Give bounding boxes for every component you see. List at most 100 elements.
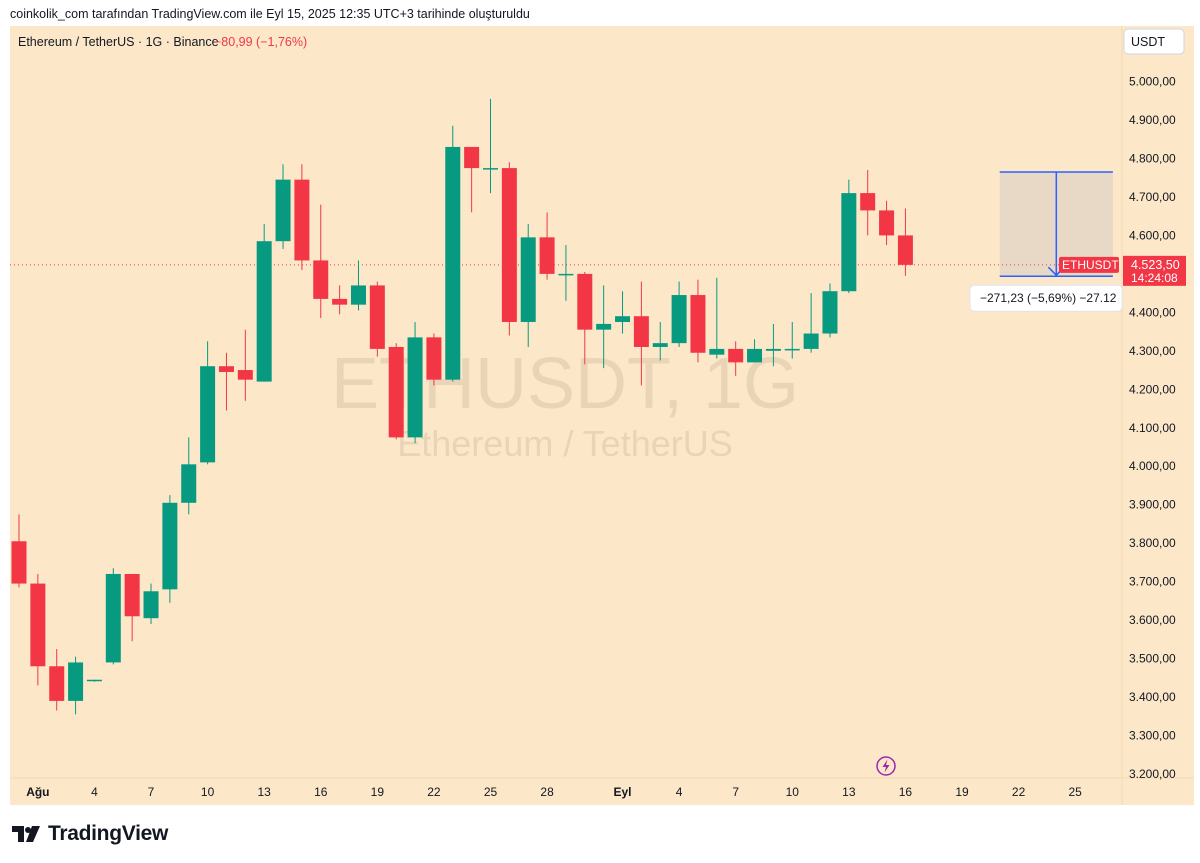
y-tick-label: 3.900,00	[1129, 498, 1176, 512]
y-tick-label: 3.200,00	[1129, 767, 1176, 781]
candle-body	[709, 348, 725, 355]
candle-body	[596, 323, 612, 330]
x-tick-label: 13	[842, 785, 856, 799]
candle	[558, 245, 574, 301]
candle-body	[350, 285, 366, 305]
candle-body	[181, 464, 197, 503]
y-tick-label: 4.100,00	[1129, 421, 1176, 435]
candle-body	[539, 237, 555, 274]
price-axis-background	[1122, 26, 1194, 805]
candle-body	[879, 210, 895, 236]
candle	[407, 321, 423, 444]
measure-label: −271,23 (−5,69%) −27.12	[980, 291, 1117, 305]
candle	[86, 679, 102, 682]
candle	[332, 285, 348, 315]
candle	[709, 277, 725, 359]
candle	[464, 146, 480, 213]
candle-body	[407, 337, 423, 438]
candle-body	[124, 573, 140, 617]
candles	[11, 98, 913, 715]
candle-body	[690, 295, 706, 353]
candle	[143, 583, 159, 624]
candle	[633, 281, 649, 386]
currency-button[interactable]: USDT	[1131, 35, 1165, 49]
candle-body	[558, 273, 574, 276]
tradingview-logo-text: TradingView	[48, 822, 169, 845]
candle-body	[388, 346, 404, 438]
candle-body	[105, 573, 121, 663]
y-tick-label: 4.800,00	[1129, 151, 1176, 165]
y-tick-label: 3.800,00	[1129, 536, 1176, 550]
x-tick-label: Ağu	[26, 785, 49, 799]
y-tick-label: 4.400,00	[1129, 305, 1176, 319]
candle-body	[747, 348, 763, 363]
y-tick-label: 4.300,00	[1129, 344, 1176, 358]
candle	[501, 162, 517, 336]
x-tick-label: 7	[148, 785, 155, 799]
y-tick-label: 3.300,00	[1129, 729, 1176, 743]
x-tick-label: 4	[91, 785, 98, 799]
lightning-icon[interactable]	[876, 756, 896, 776]
candle	[162, 495, 178, 603]
x-tick-label: 10	[201, 785, 215, 799]
candle-body	[30, 583, 46, 667]
candle	[294, 164, 310, 271]
candle-body	[294, 179, 310, 261]
x-tick-label: 16	[899, 785, 913, 799]
x-tick-label: 10	[786, 785, 800, 799]
y-tick-label: 3.400,00	[1129, 690, 1176, 704]
candle-body	[200, 366, 216, 463]
candle	[237, 329, 253, 401]
candle	[652, 321, 668, 361]
y-tick-label: 3.700,00	[1129, 575, 1176, 589]
currency-button-frame[interactable]	[1123, 28, 1185, 55]
x-tick-label: 25	[1068, 785, 1082, 799]
candle	[520, 223, 536, 347]
candle-body	[464, 146, 480, 169]
candle	[426, 333, 442, 386]
candle-body	[483, 168, 498, 170]
candle	[350, 260, 366, 311]
symbol-legend[interactable]: Ethereum / TetherUS · 1G · Binance	[18, 35, 219, 49]
candle	[369, 281, 385, 357]
plot-background	[10, 26, 1122, 778]
candle	[841, 179, 857, 294]
x-tick-label: 4	[676, 785, 683, 799]
measure-tool[interactable]: −271,23 (−5,69%) −27.12	[969, 171, 1123, 312]
x-tick-label: 25	[484, 785, 498, 799]
candle	[49, 648, 65, 711]
time-axis[interactable]: Ağu 4 7 10 13 16 19 22 25 28 Eyl 4 7 10 13 16 19 22 25	[26, 785, 1082, 799]
tradingview-logo[interactable]: TradingView	[12, 822, 168, 846]
candle-body	[822, 291, 838, 334]
candle-body	[332, 298, 348, 305]
y-tick-label: 3.600,00	[1129, 613, 1176, 627]
price-axis[interactable]: 5.000,00 4.900,00 4.800,00 4.700,00 4.600,00…	[1129, 75, 1176, 781]
candle	[577, 271, 593, 365]
candle-body	[633, 316, 649, 347]
candle-body	[803, 333, 819, 349]
candle-body	[86, 679, 102, 682]
price-tag-price-bg	[1123, 255, 1186, 286]
x-tick-label: 28	[540, 785, 554, 799]
x-tick-label: 16	[314, 785, 328, 799]
candle	[671, 281, 687, 347]
candle	[256, 223, 272, 382]
candle-body	[615, 316, 631, 322]
candle	[483, 98, 498, 194]
candle	[200, 341, 216, 465]
y-tick-label: 5.000,00	[1129, 75, 1176, 89]
candle-body	[577, 273, 593, 330]
candle	[784, 321, 800, 359]
candle	[68, 656, 84, 715]
candle	[803, 293, 819, 353]
x-tick-label: 22	[427, 785, 441, 799]
time-axis-background	[10, 778, 1122, 805]
candle-body	[671, 295, 687, 344]
candle	[728, 341, 744, 376]
candle-body	[426, 337, 442, 380]
candle	[105, 568, 121, 665]
candle	[124, 573, 140, 642]
candle	[596, 285, 612, 369]
candle	[897, 208, 913, 276]
